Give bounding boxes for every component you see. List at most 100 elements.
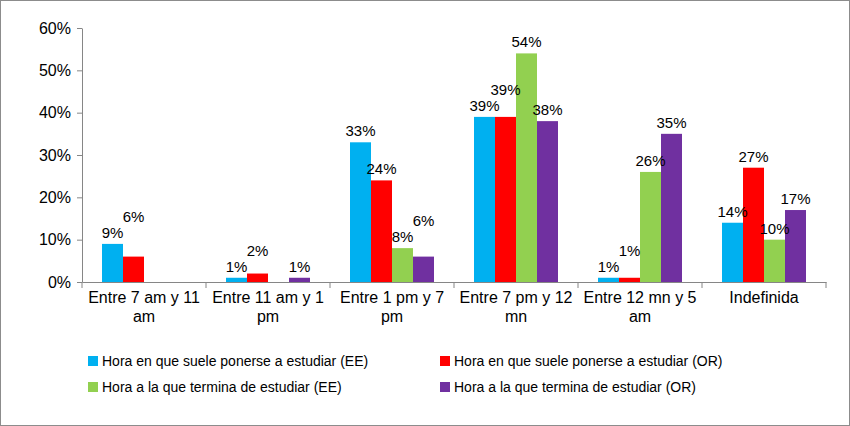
y-tick: 30% <box>39 147 82 164</box>
category-separator <box>454 282 455 288</box>
data-label: 54% <box>511 33 541 50</box>
x-tick: Entre 1 pm y 7 pm <box>340 282 444 325</box>
bar <box>247 274 268 282</box>
category-separator <box>826 282 827 288</box>
y-tick-label: 60% <box>39 20 71 37</box>
bar <box>371 180 392 282</box>
chart-frame <box>1 1 850 426</box>
data-label: 1% <box>226 258 248 275</box>
x-axis: Entre 7 am y 11amEntre 11 am y 1pmEntre … <box>83 282 827 325</box>
data-label: 33% <box>345 122 375 139</box>
category-separators <box>82 282 826 288</box>
bar <box>764 240 785 282</box>
x-tick-label: Entre 1 pm y 7 pm <box>340 289 444 324</box>
x-tick-label: Entre 7 pm y 12 mn <box>460 289 573 324</box>
bar <box>289 278 310 282</box>
data-label: 6% <box>413 212 435 229</box>
bar <box>474 117 495 282</box>
data-label: 2% <box>247 242 269 259</box>
data-label: 35% <box>656 114 686 131</box>
y-tick-mark <box>77 70 82 71</box>
data-label: 1% <box>598 258 620 275</box>
bar <box>413 257 434 282</box>
legend-swatch <box>440 382 450 392</box>
x-tick-label: Entre 7 am y 11 am <box>88 289 200 324</box>
data-label: 26% <box>635 152 665 169</box>
x-tick-label-line: pm <box>257 308 279 325</box>
category-separator <box>206 282 207 288</box>
data-label: 14% <box>717 203 747 220</box>
bar-series <box>102 117 743 282</box>
y-tick-mark <box>77 197 82 198</box>
data-label: 8% <box>392 228 414 245</box>
x-tick: Indefinida <box>729 282 798 306</box>
y-tick: 50% <box>39 62 82 79</box>
legend-label: Hora en que suele ponerse a estudiar (EE… <box>102 353 368 369</box>
category-separator <box>578 282 579 288</box>
category-separator <box>330 282 331 288</box>
x-tick-label-line: am <box>133 308 155 325</box>
legend-item: Hora en que suele ponerse a estudiar (EE… <box>88 353 368 369</box>
y-tick-label: 50% <box>39 62 71 79</box>
y-tick-mark <box>77 240 82 241</box>
legend-swatch <box>88 356 98 366</box>
legend-item: Hora en que suele ponerse a estudiar (OR… <box>440 353 722 369</box>
data-label: 39% <box>490 81 520 98</box>
data-label: 27% <box>738 148 768 165</box>
data-label: 1% <box>289 258 311 275</box>
y-tick-label: 10% <box>39 231 71 248</box>
bar <box>619 278 640 282</box>
x-tick-label-line: mn <box>505 308 527 325</box>
data-label: 38% <box>532 101 562 118</box>
legend-item: Hora a la que termina de estudiar (EE) <box>88 379 342 395</box>
bar <box>392 248 413 282</box>
y-tick-label: 40% <box>39 104 71 121</box>
x-tick-label-line: Entre 1 pm y 7 <box>340 289 444 306</box>
y-tick-label: 20% <box>39 189 71 206</box>
x-tick-label-line: Indefinida <box>729 289 798 306</box>
y-tick-label: 0% <box>48 274 71 291</box>
legend-label: Hora en que suele ponerse a estudiar (OR… <box>454 353 722 369</box>
x-tick-label: Entre 12 mn y 5am <box>584 289 697 324</box>
data-label: 6% <box>123 208 145 225</box>
category-separator <box>702 282 703 288</box>
data-label: 10% <box>759 220 789 237</box>
bar <box>640 172 661 282</box>
legend-label: Hora a la que termina de estudiar (OR) <box>454 379 696 395</box>
y-tick: 60% <box>39 20 82 37</box>
y-tick-mark <box>77 113 82 114</box>
y-tick: 0% <box>48 274 82 291</box>
x-tick-label: Entre 11 am y 1 pm <box>212 289 324 324</box>
data-label: 9% <box>102 224 124 241</box>
y-tick-mark <box>77 155 82 156</box>
legend: Hora en que suele ponerse a estudiar (EE… <box>88 353 722 395</box>
bar <box>722 223 743 282</box>
chart: 0%10%20%30%40%50%60%Entre 7 am y 11amEnt… <box>0 0 850 426</box>
legend-item: Hora a la que termina de estudiar (OR) <box>440 379 696 395</box>
x-tick: Entre 12 mn y 5am <box>584 282 697 325</box>
y-axis-line <box>82 29 83 283</box>
x-tick-label-line: Entre 7 am y 11 <box>88 289 200 306</box>
x-tick-label-line: Entre 7 pm y 12 <box>460 289 573 306</box>
x-tick-label-line: Entre 12 mn y 5 <box>584 289 697 306</box>
data-label: 39% <box>469 97 499 114</box>
x-tick-label: Indefinida <box>729 289 798 306</box>
legend-swatch <box>440 356 450 366</box>
bar <box>537 121 558 282</box>
x-tick: Entre 7 pm y 12 mn <box>460 282 573 325</box>
x-tick: Entre 11 am y 1 pm <box>212 282 324 325</box>
data-label: 1% <box>619 242 641 259</box>
y-tick-mark <box>77 28 82 29</box>
y-tick-label: 30% <box>39 147 71 164</box>
x-tick-label-line: pm <box>381 308 403 325</box>
legend-swatch <box>88 382 98 392</box>
y-tick: 40% <box>39 104 82 121</box>
x-tick: Entre 7 am y 11 am <box>88 282 200 325</box>
data-labels: 9%6%1%2%1%33%24%8%6%39%39%54%38%1%1%26%3… <box>102 33 811 274</box>
y-tick-mark <box>77 282 82 283</box>
bar <box>598 278 619 282</box>
x-tick-label-line: Entre 11 am y 1 <box>212 289 324 306</box>
data-label: 17% <box>780 190 810 207</box>
y-tick: 20% <box>39 189 82 206</box>
data-label: 24% <box>366 160 396 177</box>
